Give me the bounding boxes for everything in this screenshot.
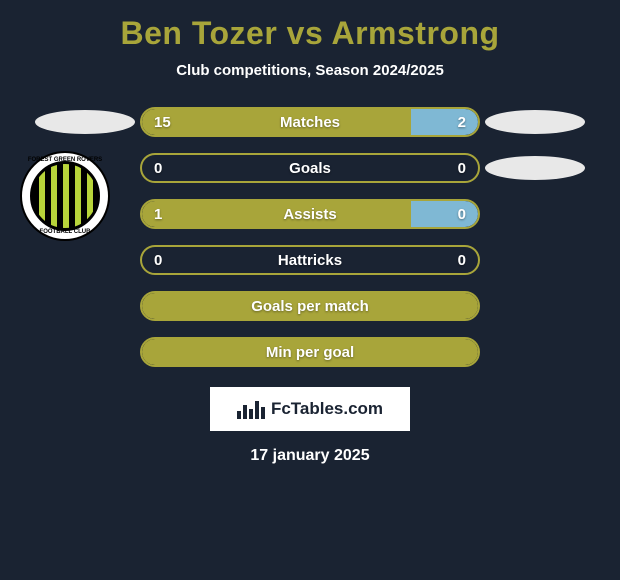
chart-area: 15 2 Matches 0 0 Goals 1 0 Assists 0 0 Hattricks Goa…	[0, 99, 620, 375]
club-logo-icon: FOREST GREEN ROVERSFOOTBALL CLUB	[20, 151, 110, 241]
club1-logo-wrap: FOREST GREEN ROVERSFOOTBALL CLUB	[20, 151, 110, 241]
stat-bar-track: 15 2 Matches	[140, 107, 480, 137]
stat-label: Hattricks	[278, 252, 342, 269]
stat-bar-track: 1 0 Assists	[140, 199, 480, 229]
page-title: Ben Tozer vs Armstrong	[0, 15, 620, 52]
stat-label: Matches	[280, 114, 340, 131]
badge-text: FcTables.com	[271, 399, 383, 419]
stat-value-left: 0	[154, 252, 162, 269]
stat-value-right: 0	[458, 252, 466, 269]
stat-bar-track: 0 0 Hattricks	[140, 245, 480, 275]
club-logo-inner	[30, 161, 100, 231]
stat-row: 15 2 Matches	[0, 99, 620, 145]
subtitle: Club competitions, Season 2024/2025	[0, 62, 620, 79]
club-logo-text-bottom: FOOTBALL CLUB	[22, 229, 108, 235]
stat-bar-track: Min per goal	[140, 337, 480, 367]
stat-value-right: 0	[458, 160, 466, 177]
stat-value-left: 0	[154, 160, 162, 177]
stat-value-left: 15	[154, 114, 171, 131]
bar-fill-right	[411, 109, 478, 135]
date-text: 17 january 2025	[0, 447, 620, 465]
stat-row: Goals per match	[0, 283, 620, 329]
right-side-col	[480, 156, 590, 180]
right-side-col	[480, 110, 590, 134]
bar-fill-right	[411, 201, 478, 227]
left-side-col	[30, 110, 140, 134]
stat-label: Min per goal	[266, 344, 354, 361]
stat-row: Min per goal	[0, 329, 620, 375]
player2-placeholder-icon	[485, 110, 585, 134]
bar-fill-left	[142, 109, 411, 135]
stat-row: 0 0 Hattricks	[0, 237, 620, 283]
stat-value-right: 2	[458, 114, 466, 131]
stat-bar-track: Goals per match	[140, 291, 480, 321]
stat-label: Assists	[283, 206, 336, 223]
player1-placeholder-icon	[35, 110, 135, 134]
bar-chart-icon	[237, 399, 265, 419]
stat-value-right: 0	[458, 206, 466, 223]
stat-bar-track: 0 0 Goals	[140, 153, 480, 183]
stat-value-left: 1	[154, 206, 162, 223]
fctables-badge: FcTables.com	[210, 387, 410, 431]
club2-placeholder-icon	[485, 156, 585, 180]
bar-fill-left	[142, 201, 411, 227]
stat-label: Goals	[289, 160, 331, 177]
comparison-infographic: Ben Tozer vs Armstrong Club competitions…	[0, 0, 620, 475]
stat-label: Goals per match	[251, 298, 369, 315]
